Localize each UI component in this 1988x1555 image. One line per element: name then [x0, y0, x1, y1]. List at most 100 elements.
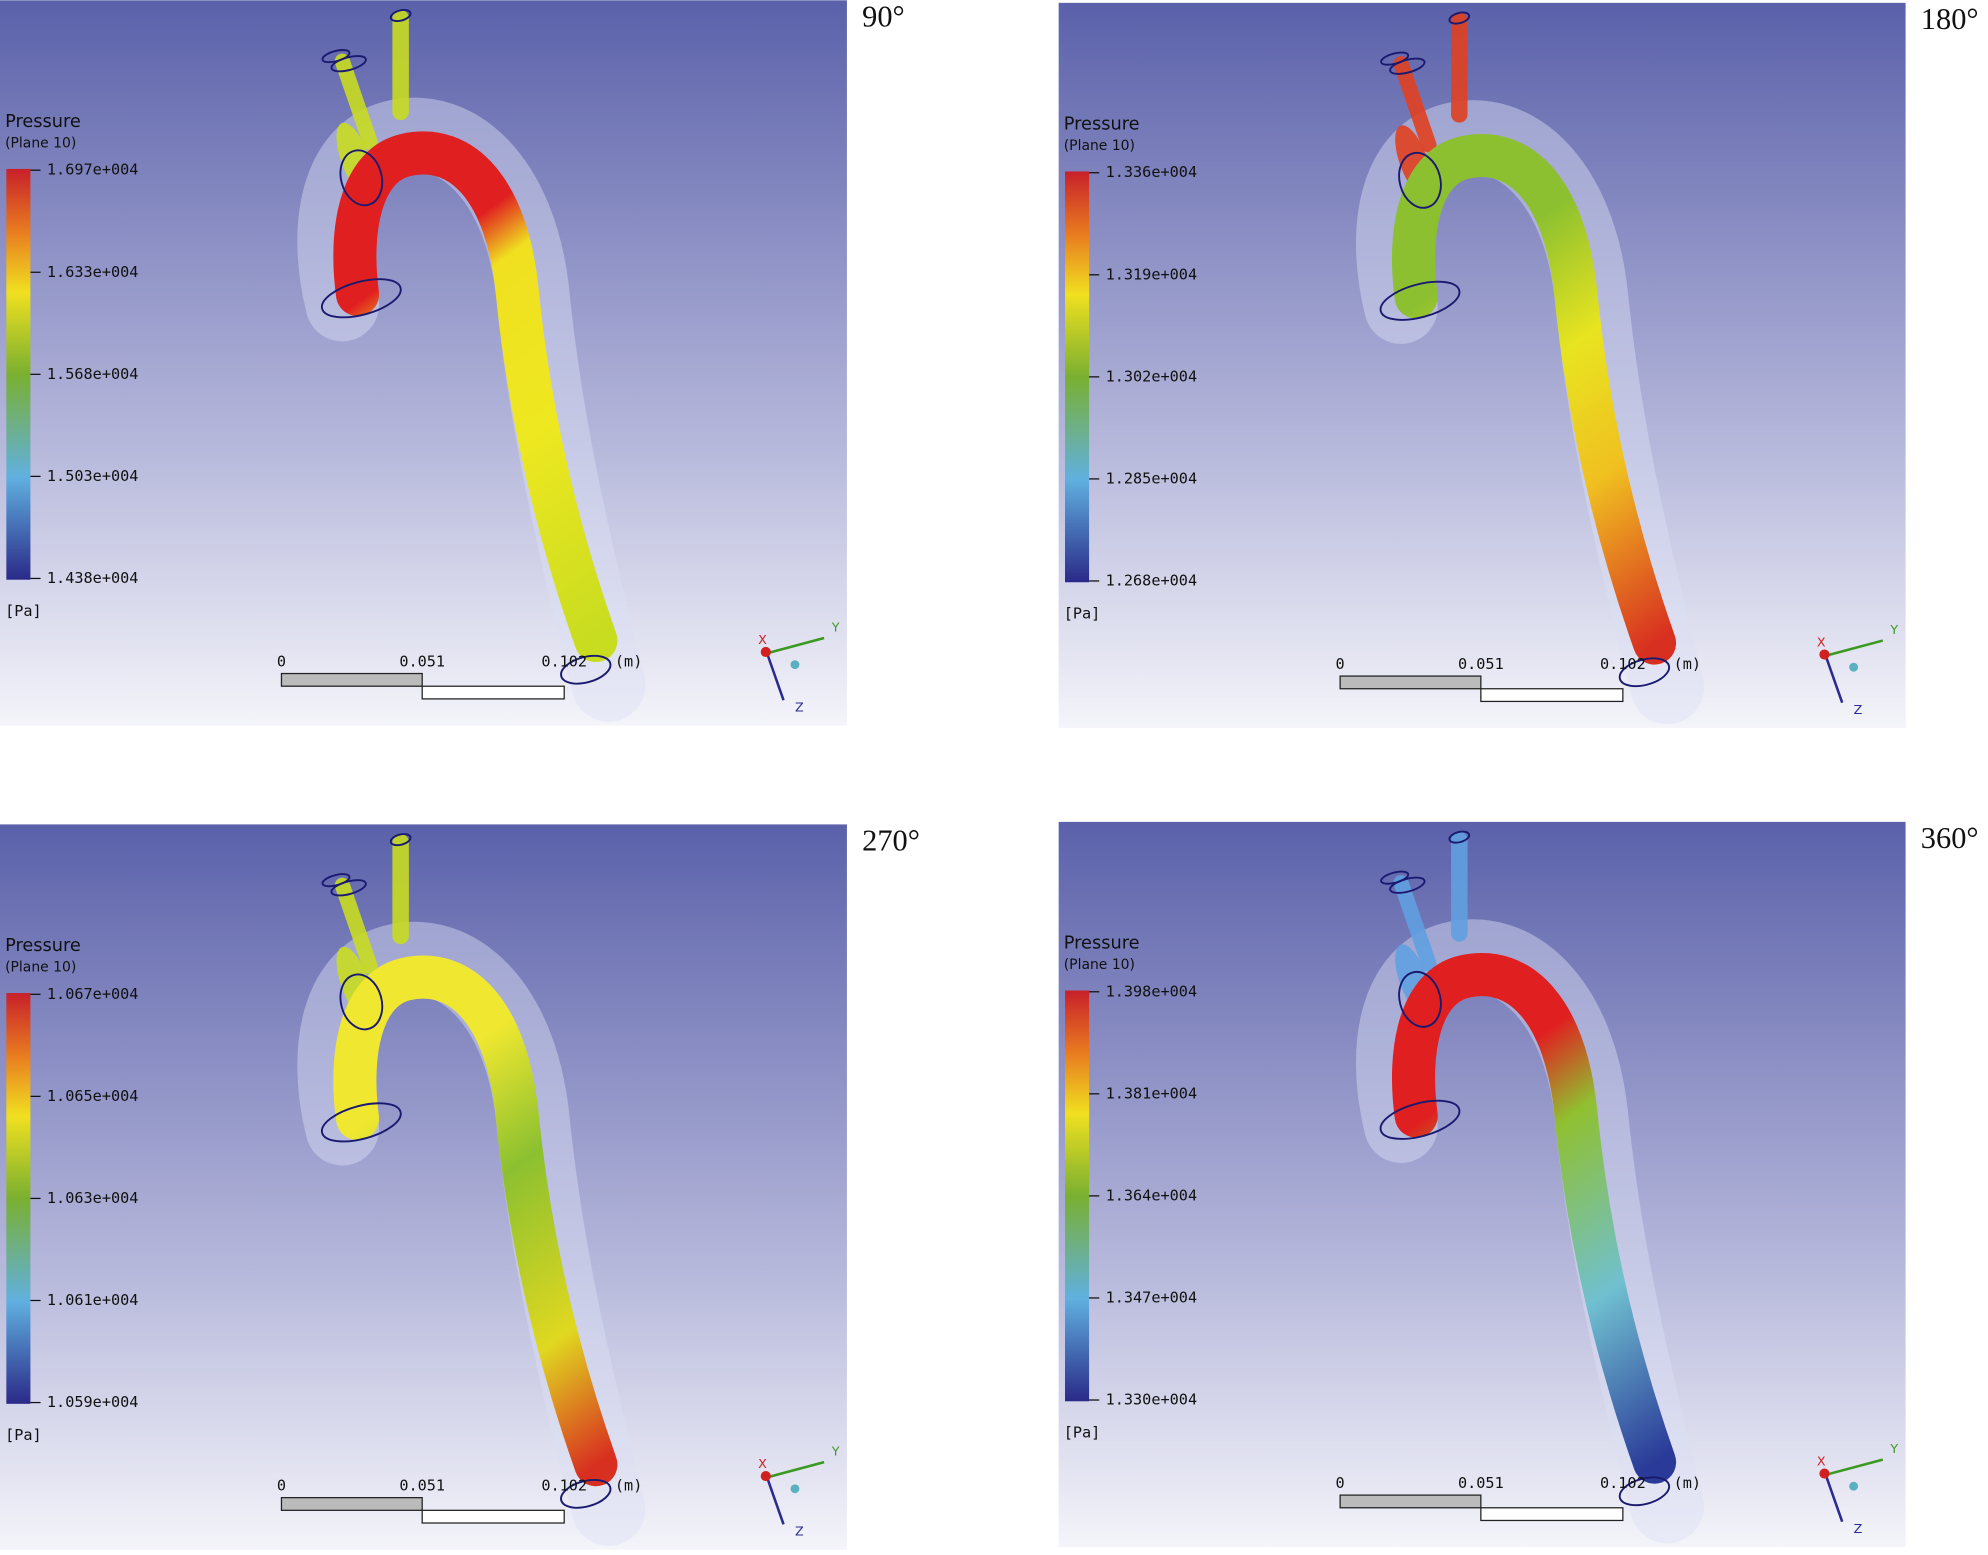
- axis-x: [1819, 649, 1830, 660]
- axis-label: X: [758, 1456, 767, 1471]
- panel: Pressure (Plane 10) 1.697e+004 1.633e+004 1.…: [0, 0, 905, 726]
- axis-z: [765, 652, 785, 701]
- color-bar-label: 1.364e+004: [1106, 1186, 1198, 1204]
- scale-bar-label: 0.051: [399, 653, 445, 671]
- boundary-outline: [1448, 11, 1471, 25]
- axis-origin: [790, 1484, 800, 1494]
- scale-bar-segment: [280, 1497, 423, 1511]
- axis-label: Y: [1889, 1441, 1898, 1456]
- color-bar: [1065, 171, 1090, 583]
- legend-title: Pressure: [1064, 115, 1140, 135]
- branch-vessel: [1393, 56, 1437, 153]
- axis-origin: [1849, 1481, 1859, 1491]
- legend-unit: [Pa]: [5, 602, 42, 620]
- axis-label: Z: [795, 699, 804, 714]
- color-bar-label: 1.302e+004: [1106, 367, 1198, 385]
- boundary-outline: [560, 654, 612, 685]
- color-bar-label: 1.633e+004: [47, 263, 139, 281]
- legend-unit: [Pa]: [5, 1426, 42, 1444]
- branch-vessel: [1393, 875, 1437, 972]
- legend-title: Pressure: [1064, 934, 1140, 954]
- color-bar-label: 1.061e+004: [47, 1291, 139, 1309]
- viewport-background: [0, 0, 847, 726]
- scale-bar-segment: [280, 672, 423, 687]
- boundary-outline: [330, 55, 367, 73]
- color-bar-label: 1.438e+004: [47, 569, 139, 587]
- panel-angle: 90°: [862, 0, 905, 33]
- color-bar-label: 1.347e+004: [1106, 1288, 1198, 1306]
- color-bar: [1065, 990, 1090, 1402]
- aorta: [1392, 134, 1677, 665]
- legend-title: Pressure: [5, 112, 81, 132]
- color-bar-label: 1.063e+004: [47, 1189, 139, 1207]
- axis-label: Y: [1889, 622, 1898, 637]
- color-bar: [6, 993, 31, 1404]
- scale-bar-segment: [1339, 675, 1482, 690]
- scale-bar-label: 0: [277, 1477, 286, 1495]
- branch-vessel: [334, 877, 378, 975]
- color-bar-label: 1.398e+004: [1106, 982, 1198, 1000]
- legend-unit: [Pa]: [1064, 604, 1101, 622]
- boundary-outline: [339, 973, 384, 1031]
- boundary-outline: [1448, 830, 1471, 844]
- boundary-outline: [1379, 280, 1461, 321]
- axis-z: [1824, 1474, 1844, 1523]
- panel: Pressure (Plane 10) 1.067e+004 1.065e+004 1.…: [0, 823, 920, 1550]
- scale-bar-label: 0.102: [1600, 1474, 1646, 1492]
- legend-subtitle: (Plane 10): [1064, 957, 1135, 973]
- scale-bar-segment: [1480, 1507, 1624, 1522]
- axis-y: [766, 636, 825, 655]
- axis-y: [766, 1460, 825, 1479]
- scale-bar-unit: (m): [615, 653, 642, 671]
- color-bar-label: 1.568e+004: [47, 365, 139, 383]
- axis-label: X: [1817, 635, 1826, 650]
- panel: Pressure (Plane 10) 1.336e+004 1.319e+004 1.…: [1058, 2, 1979, 729]
- boundary-outline: [330, 879, 367, 897]
- scale-bar-label: 0.051: [399, 1477, 445, 1495]
- boundary-outline: [389, 833, 412, 847]
- boundary-outline: [320, 1102, 402, 1143]
- boundary-outline: [320, 278, 402, 319]
- boundary-outline: [1618, 657, 1671, 688]
- color-bar-label: 1.503e+004: [47, 467, 139, 485]
- viewport-background: [1058, 821, 1906, 1548]
- color-bar-label: 1.330e+004: [1106, 1391, 1198, 1409]
- boundary-outline: [560, 1478, 612, 1509]
- scale-bar-segment: [421, 685, 565, 700]
- scale-bar-unit: (m): [615, 1477, 642, 1495]
- boundary-outline: [1379, 1099, 1461, 1140]
- aorta: [333, 131, 618, 663]
- panel-angle: 180°: [1921, 2, 1979, 36]
- scale-bar-label: 0: [277, 653, 286, 671]
- axis-label: X: [1817, 1454, 1826, 1469]
- axis-z: [765, 1476, 785, 1525]
- color-bar-label: 1.059e+004: [47, 1393, 139, 1411]
- axis-label: X: [758, 632, 767, 647]
- scale-bar-segment: [1480, 688, 1624, 703]
- color-bar-label: 1.065e+004: [47, 1087, 139, 1105]
- boundary-outline: [1618, 1476, 1671, 1507]
- legend-unit: [Pa]: [1064, 1423, 1101, 1441]
- axis-label: Y: [831, 1444, 840, 1459]
- scale-bar-label: 0: [1336, 1474, 1345, 1492]
- boundary-outline: [339, 149, 384, 207]
- color-bar: [6, 168, 31, 580]
- axis-origin: [790, 660, 800, 670]
- branch-vessel: [334, 53, 378, 150]
- boundary-outline: [1389, 57, 1426, 75]
- color-bar-label: 1.285e+004: [1106, 469, 1198, 487]
- boundary-outline: [1398, 151, 1442, 209]
- axis-origin: [1849, 662, 1859, 672]
- panel-angle: 270°: [862, 823, 920, 857]
- legend-subtitle: (Plane 10): [5, 136, 76, 152]
- color-bar-label: 1.067e+004: [47, 985, 139, 1003]
- scale-bar-label: 0.102: [541, 1477, 587, 1495]
- scale-bar-unit: (m): [1674, 655, 1701, 673]
- legend-title: Pressure: [5, 936, 81, 956]
- aorta: [333, 955, 618, 1487]
- panel-angle: 360°: [1921, 821, 1979, 855]
- axis-y: [1825, 639, 1884, 658]
- axis-label: Y: [831, 619, 840, 634]
